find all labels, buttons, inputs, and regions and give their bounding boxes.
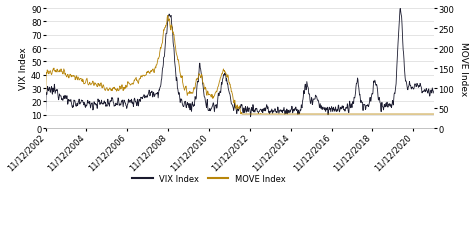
Y-axis label: MOVE Index: MOVE Index (459, 42, 468, 96)
Y-axis label: VIX Index: VIX Index (19, 48, 28, 90)
Legend: VIX Index, MOVE Index: VIX Index, MOVE Index (128, 171, 289, 186)
